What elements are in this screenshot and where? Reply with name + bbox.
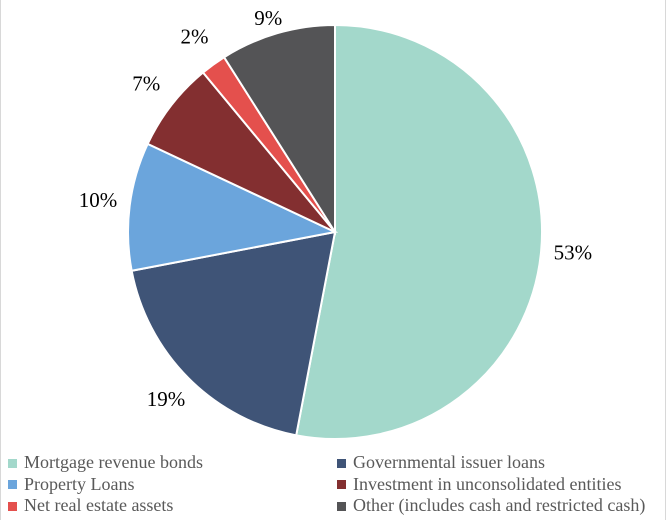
legend-label: Mortgage revenue bonds — [24, 452, 203, 473]
legend-item-property-loans: Property Loans — [8, 474, 337, 495]
legend-label: Governmental issuer loans — [353, 452, 545, 473]
pie-slice-6 — [222, 23, 336, 236]
data-label-6: 9% — [254, 6, 282, 30]
legend-label: Property Loans — [24, 473, 135, 494]
pie-slice-3 — [127, 142, 339, 272]
chart-legend: Mortgage revenue bonds Governmental issu… — [8, 452, 668, 517]
legend-item-investment-unconsolidated: Investment in unconsolidated entities — [337, 474, 668, 495]
legend-swatch — [8, 458, 17, 468]
legend-item-net-real-estate-assets: Net real estate assets — [8, 495, 337, 516]
legend-swatch — [337, 458, 346, 468]
legend-item-mortgage-revenue-bonds: Mortgage revenue bonds — [8, 452, 337, 473]
data-label-4: 7% — [132, 71, 160, 95]
legend-item-other-cash: Other (includes cash and restricted cash… — [337, 495, 668, 516]
legend-label: Investment in unconsolidated entities — [353, 473, 622, 494]
data-label-2: 19% — [147, 387, 186, 411]
data-label-1: 53% — [554, 240, 593, 264]
data-label-3: 10% — [79, 188, 118, 212]
legend-swatch — [8, 501, 17, 511]
legend-swatch — [8, 480, 17, 490]
data-label-5: 2% — [181, 24, 209, 48]
legend-swatch — [337, 480, 346, 490]
pie-plot-area: 53% 19% 10% 7% 2% 9% — [79, 6, 593, 440]
pie-slice-1 — [295, 23, 543, 440]
legend-label: Other (includes cash and restricted cash… — [353, 495, 646, 516]
legend-swatch — [337, 501, 346, 511]
pie-slice-2 — [130, 230, 337, 437]
legend-item-governmental-issuer-loans: Governmental issuer loans — [337, 452, 668, 473]
legend-label: Net real estate assets — [24, 495, 174, 516]
